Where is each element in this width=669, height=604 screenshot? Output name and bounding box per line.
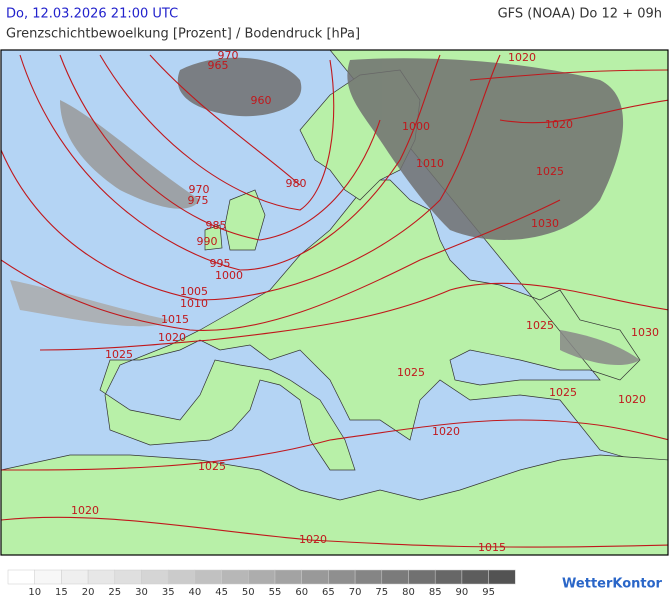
isobar-label: 1020 xyxy=(508,51,536,64)
legend-swatch xyxy=(381,569,409,585)
legend-label: 30 xyxy=(135,587,148,598)
isobar-label: 980 xyxy=(286,177,307,190)
legend-swatch xyxy=(141,569,169,585)
map: 9709659601000101098097097598599099510001… xyxy=(0,49,669,556)
subtitle: Grenzschichtbewoelkung [Prozent] / Boden… xyxy=(6,27,360,42)
legend-label: 75 xyxy=(375,587,388,598)
legend-label: 20 xyxy=(82,587,95,598)
legend-swatch xyxy=(301,569,329,585)
isobar-label: 1025 xyxy=(549,386,577,399)
legend-label: 15 xyxy=(55,587,68,598)
isobar-label: 1020 xyxy=(299,533,327,546)
isobar-label: 1010 xyxy=(416,157,444,170)
isobar-label: 995 xyxy=(210,257,231,270)
legend-swatch xyxy=(114,569,142,585)
legend-swatch xyxy=(434,569,463,585)
isobar-label: 1025 xyxy=(526,319,554,332)
model-run: GFS (NOAA) Do 12 + 09h xyxy=(498,7,662,22)
isobar-label: 1015 xyxy=(161,313,189,326)
brand: WetterKontor xyxy=(562,577,663,592)
isobar-labels: 9709659601000101098097097598599099510001… xyxy=(71,49,659,554)
isobar-label: 1030 xyxy=(531,217,559,230)
legend-swatch xyxy=(7,569,35,585)
legend-swatch xyxy=(194,569,222,585)
isobar-label: 1000 xyxy=(402,120,430,133)
legend-swatch xyxy=(248,569,276,585)
legend-swatch xyxy=(328,569,356,585)
isobar-label: 960 xyxy=(251,94,272,107)
isobar-label: 975 xyxy=(188,194,209,207)
isobar-label: 1000 xyxy=(215,269,243,282)
legend-label: 50 xyxy=(242,587,255,598)
isobar-label: 965 xyxy=(208,59,229,72)
isobar-label: 1010 xyxy=(180,297,208,310)
legend-label: 55 xyxy=(269,587,282,598)
isobar-label: 1020 xyxy=(432,425,460,438)
datetime: Do, 12.03.2026 21:00 UTC xyxy=(6,7,178,22)
legend-label: 35 xyxy=(162,587,175,598)
legend-swatch xyxy=(461,569,489,585)
legend-label: 70 xyxy=(349,587,362,598)
legend-swatch xyxy=(408,569,436,585)
isobar-label: 990 xyxy=(197,235,218,248)
legend: 10 15 20 25 30 35 40 45 50 55 60 65 70 75 80 85 90 95 xyxy=(7,569,516,598)
isobar-label: 1020 xyxy=(158,331,186,344)
isobar-label: 1015 xyxy=(478,541,506,554)
legend-label: 40 xyxy=(189,587,202,598)
isobar-label: 1025 xyxy=(198,460,226,473)
isobar-label: 1005 xyxy=(180,285,208,298)
isobar-label: 1020 xyxy=(618,393,646,406)
legend-label: 85 xyxy=(429,587,442,598)
legend-label: 95 xyxy=(482,587,495,598)
legend-swatch xyxy=(274,569,302,585)
legend-swatch xyxy=(354,569,383,585)
map-frame xyxy=(0,49,669,556)
legend-label: 80 xyxy=(402,587,415,598)
isobar-label: 985 xyxy=(206,219,227,232)
legend-label: 65 xyxy=(322,587,335,598)
legend-swatch xyxy=(34,569,62,585)
isobar-label: 1020 xyxy=(71,504,99,517)
legend-label: 60 xyxy=(295,587,308,598)
legend-label: 10 xyxy=(28,587,41,598)
legend-swatch xyxy=(488,569,516,585)
legend-swatch xyxy=(167,569,196,585)
isobar-label: 1020 xyxy=(545,118,573,131)
legend-swatch xyxy=(87,569,116,585)
isobar-label: 970 xyxy=(218,49,239,62)
isobar-label: 970 xyxy=(189,183,210,196)
isobar-label: 1030 xyxy=(631,326,659,339)
legend-label: 45 xyxy=(215,587,228,598)
legend-label: 25 xyxy=(108,587,121,598)
legend-label: 90 xyxy=(456,587,469,598)
isobar-label: 1025 xyxy=(397,366,425,379)
clouds xyxy=(10,57,640,366)
legend-swatch xyxy=(221,569,249,585)
legend-swatch xyxy=(61,569,89,585)
isobar-label: 1025 xyxy=(536,165,564,178)
isobar-label: 1025 xyxy=(105,348,133,361)
isobars xyxy=(1,54,668,548)
